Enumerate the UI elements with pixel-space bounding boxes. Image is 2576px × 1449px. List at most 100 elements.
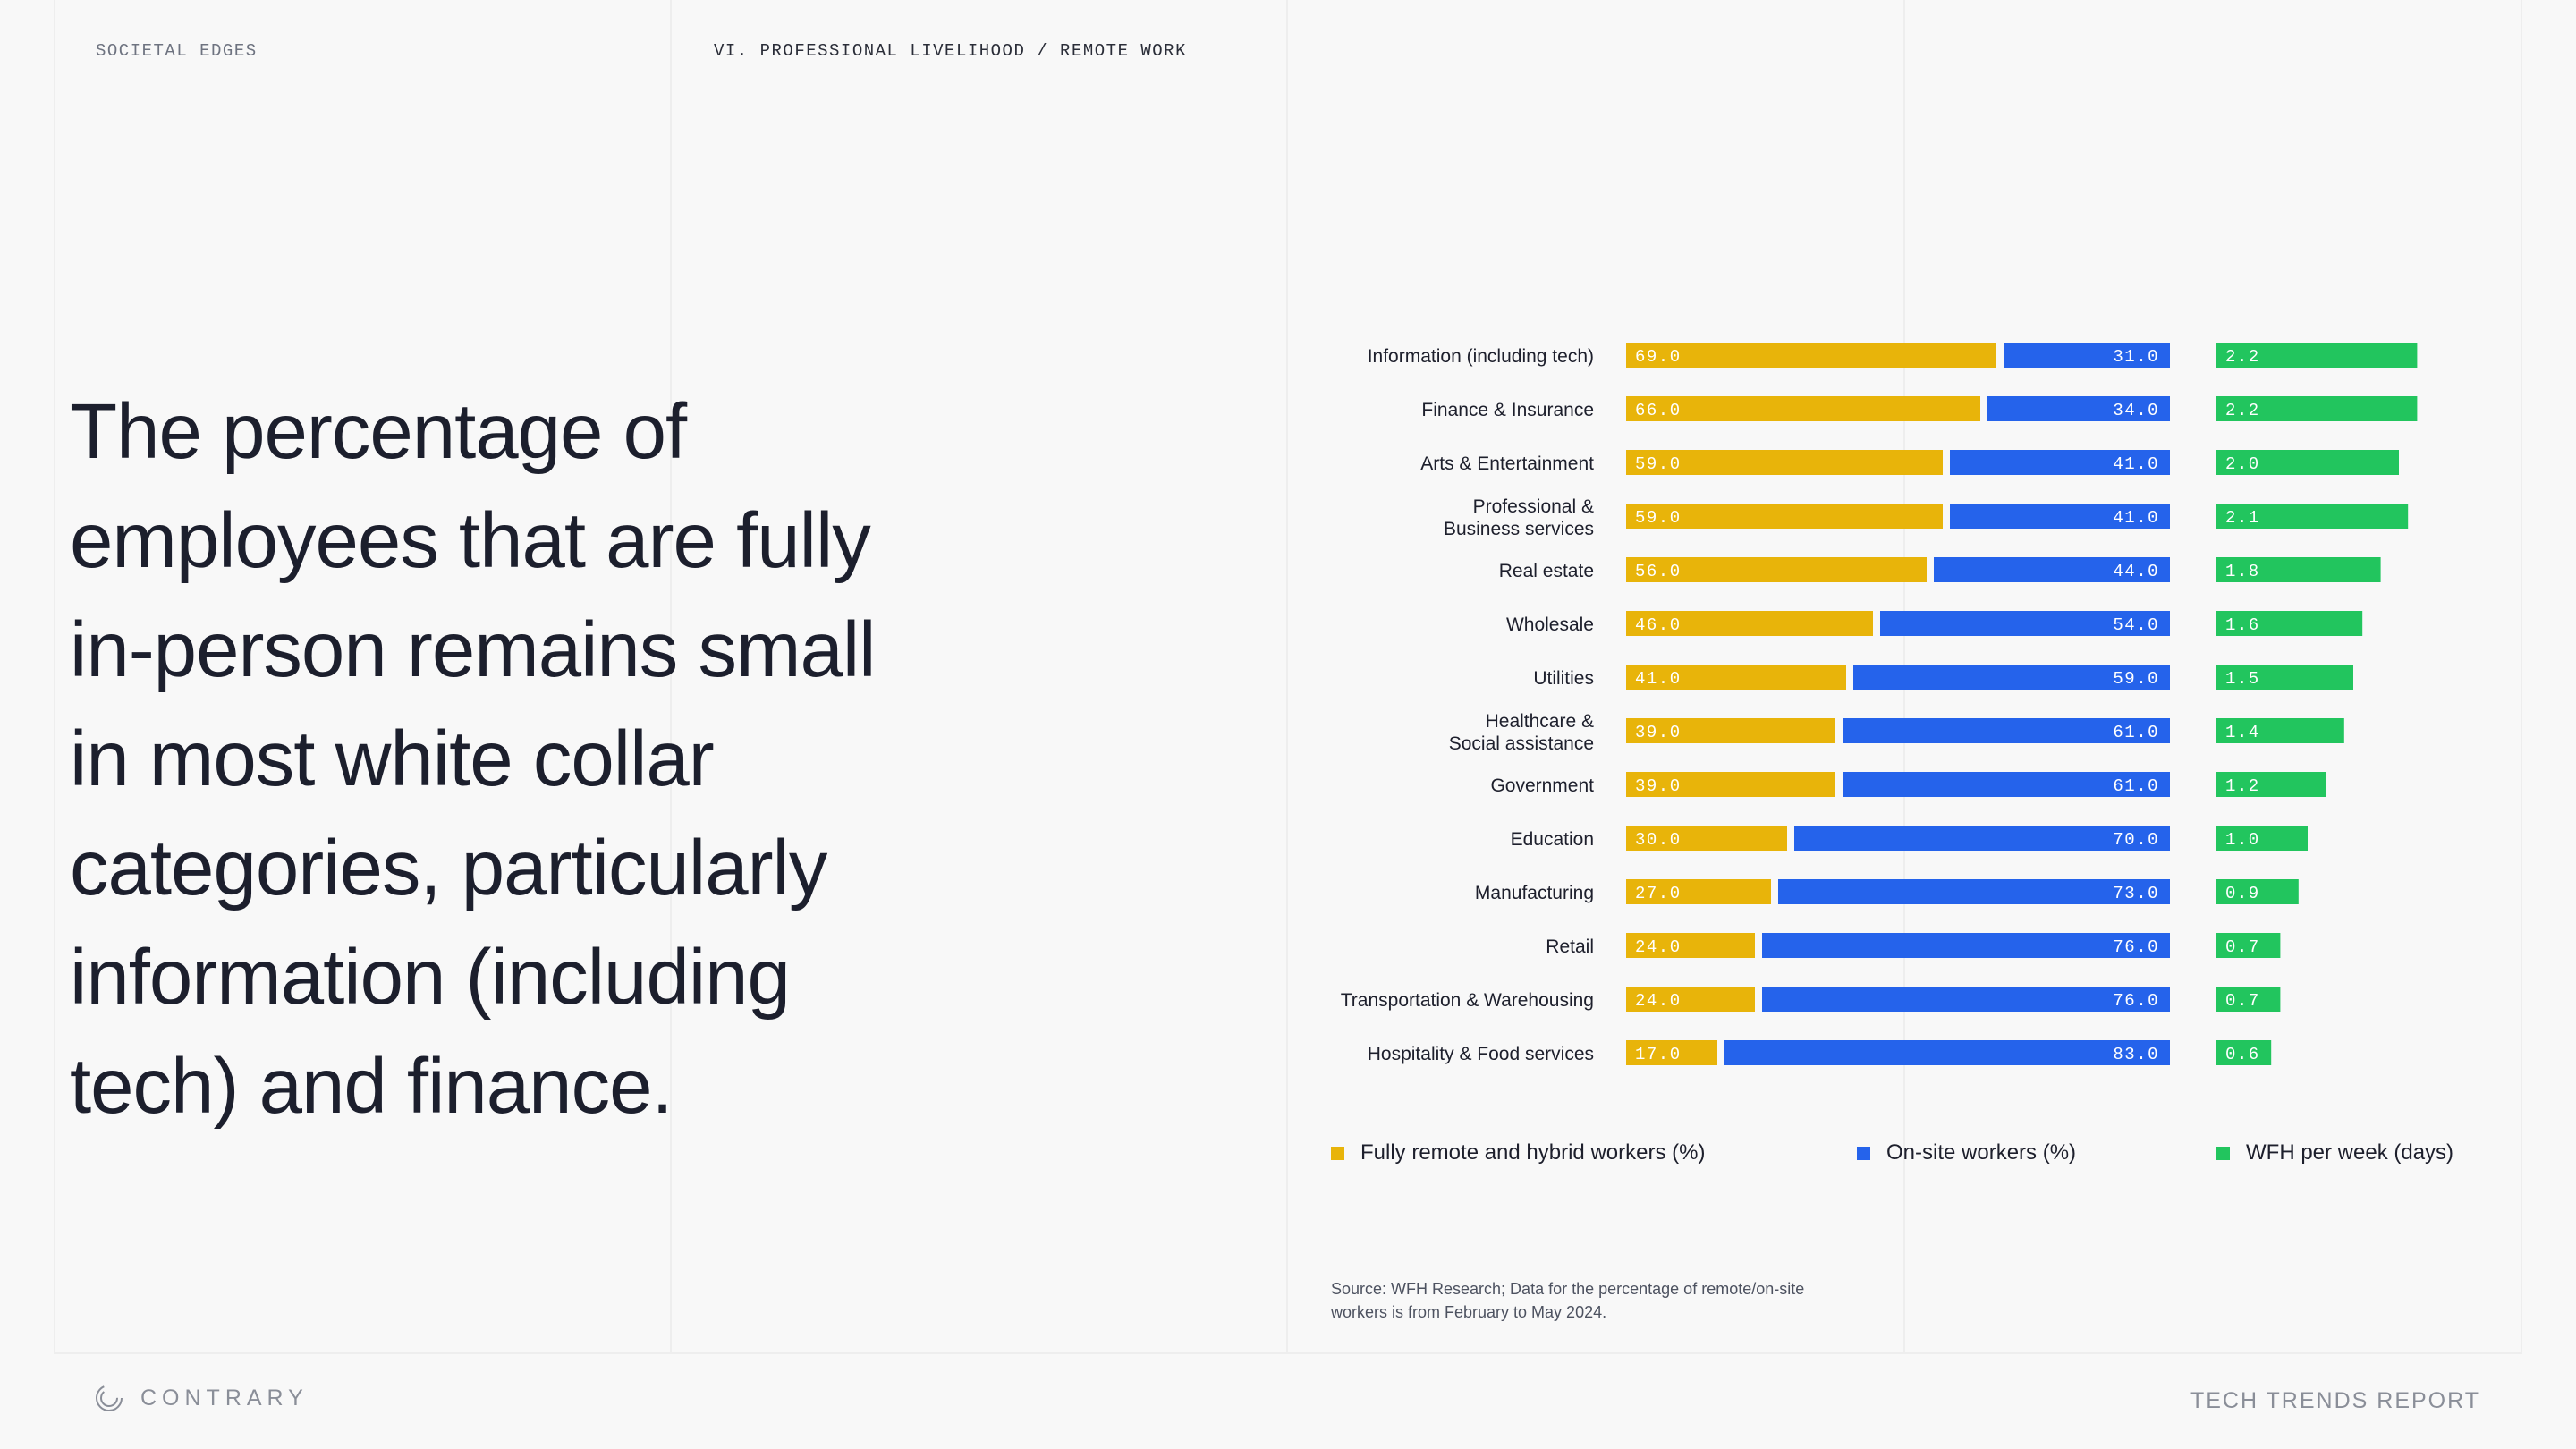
bar-onsite xyxy=(1762,933,2170,958)
data-label-wfh: 2.2 xyxy=(2225,347,2260,367)
data-label-onsite: 59.0 xyxy=(2113,669,2159,689)
data-label-wfh: 2.1 xyxy=(2225,508,2260,528)
bar-onsite xyxy=(1724,1040,2170,1065)
data-label-onsite: 54.0 xyxy=(2113,615,2159,635)
breadcrumb: VI. PROFESSIONAL LIVELIHOOD / REMOTE WOR… xyxy=(714,41,1187,61)
brand-name: CONTRARY xyxy=(140,1385,309,1411)
data-label-onsite: 41.0 xyxy=(2113,508,2159,528)
legend-label-remote: Fully remote and hybrid workers (%) xyxy=(1360,1140,1706,1165)
category-label: Information (including tech) xyxy=(1368,346,1594,367)
legend-swatch-onsite xyxy=(1857,1146,1870,1160)
bar-remote xyxy=(1626,718,1835,743)
legend-swatch-remote xyxy=(1331,1146,1344,1160)
bar-onsite xyxy=(1794,826,2170,851)
contrary-logo-icon xyxy=(96,1385,123,1411)
data-label-onsite: 76.0 xyxy=(2113,991,2159,1011)
bar-remote xyxy=(1626,611,1873,636)
data-label-wfh: 0.7 xyxy=(2225,991,2260,1011)
bar-onsite xyxy=(1880,611,2170,636)
bar-onsite xyxy=(1843,718,2170,743)
bar-wfh xyxy=(2216,450,2399,475)
data-label-onsite: 73.0 xyxy=(2113,884,2159,903)
data-label-wfh: 1.2 xyxy=(2225,776,2260,796)
bar-remote xyxy=(1626,772,1835,797)
data-label-remote: 39.0 xyxy=(1635,723,1682,742)
bar-wfh xyxy=(2216,987,2281,1012)
page-title: The percentage of employees that are ful… xyxy=(70,388,876,1130)
legend-remote: Fully remote and hybrid workers (%) xyxy=(1331,1140,1705,1165)
data-label-wfh: 1.0 xyxy=(2225,830,2260,850)
data-label-onsite: 31.0 xyxy=(2113,347,2159,367)
data-label-onsite: 70.0 xyxy=(2113,830,2159,850)
bar-remote xyxy=(1626,987,1755,1012)
data-label-onsite: 83.0 xyxy=(2113,1045,2159,1064)
category-label: Transportation & Warehousing xyxy=(1341,990,1594,1011)
bar-remote xyxy=(1626,504,1943,529)
bar-wfh xyxy=(2216,343,2418,368)
data-label-remote: 59.0 xyxy=(1635,508,1682,528)
bar-wfh xyxy=(2216,396,2418,421)
data-label-wfh: 0.6 xyxy=(2225,1045,2260,1064)
bar-remote xyxy=(1626,343,1996,368)
data-label-onsite: 76.0 xyxy=(2113,937,2159,957)
bar-remote xyxy=(1626,450,1943,475)
legend-swatch-wfh xyxy=(2216,1146,2230,1160)
bar-onsite xyxy=(1778,879,2170,904)
bar-remote xyxy=(1626,1040,1717,1065)
category-label: Retail xyxy=(1546,936,1594,957)
data-label-wfh: 1.6 xyxy=(2225,615,2260,635)
bar-wfh xyxy=(2216,665,2353,690)
grid-line xyxy=(54,0,55,1353)
data-label-wfh: 0.9 xyxy=(2225,884,2260,903)
bar-onsite xyxy=(1934,557,2170,582)
category-label: Arts & Entertainment xyxy=(1420,453,1594,474)
bar-remote xyxy=(1626,879,1771,904)
bar-onsite xyxy=(1853,665,2170,690)
bar-wfh xyxy=(2216,611,2363,636)
data-label-onsite: 44.0 xyxy=(2113,562,2159,581)
data-label-wfh: 2.2 xyxy=(2225,401,2260,420)
data-label-remote: 27.0 xyxy=(1635,884,1682,903)
bar-wfh xyxy=(2216,826,2308,851)
data-label-onsite: 41.0 xyxy=(2113,454,2159,474)
category-label: Hospitality & Food services xyxy=(1368,1044,1594,1064)
footer-divider xyxy=(54,1352,2522,1354)
category-label: Government xyxy=(1490,775,1594,796)
data-label-remote: 69.0 xyxy=(1635,347,1682,367)
data-label-remote: 46.0 xyxy=(1635,615,1682,635)
bar-onsite xyxy=(1843,772,2170,797)
bar-remote xyxy=(1626,557,1927,582)
bar-wfh xyxy=(2216,1040,2272,1065)
legend-label-wfh: WFH per week (days) xyxy=(2246,1140,2454,1165)
category-label: Manufacturing xyxy=(1475,883,1594,903)
category-label: Education xyxy=(1511,829,1594,850)
data-label-remote: 24.0 xyxy=(1635,937,1682,957)
category-label: Real estate xyxy=(1499,561,1594,581)
data-label-onsite: 61.0 xyxy=(2113,723,2159,742)
brand-logo[interactable]: CONTRARY xyxy=(94,1383,309,1413)
source-note: Source: WFH Research; Data for the perce… xyxy=(1331,1280,1805,1321)
data-label-remote: 66.0 xyxy=(1635,401,1682,420)
data-label-remote: 56.0 xyxy=(1635,562,1682,581)
legend-wfh: WFH per week (days) xyxy=(2216,1140,2453,1165)
data-label-remote: 30.0 xyxy=(1635,830,1682,850)
bar-wfh xyxy=(2216,772,2326,797)
bar-onsite xyxy=(1987,396,2170,421)
bar-remote xyxy=(1626,826,1787,851)
data-label-remote: 39.0 xyxy=(1635,776,1682,796)
bar-wfh xyxy=(2216,718,2344,743)
data-label-wfh: 1.4 xyxy=(2225,723,2260,742)
bar-remote xyxy=(1626,933,1755,958)
category-label: Professional & Business services xyxy=(1444,496,1594,539)
data-label-onsite: 61.0 xyxy=(2113,776,2159,796)
bar-wfh xyxy=(2216,933,2281,958)
bar-onsite xyxy=(1950,450,2170,475)
bar-wfh xyxy=(2216,504,2409,529)
bar-remote xyxy=(1626,396,1980,421)
category-label: Finance & Insurance xyxy=(1421,400,1594,420)
grid-line xyxy=(1286,0,1288,1353)
bar-onsite xyxy=(1950,504,2170,529)
category-label: Wholesale xyxy=(1506,614,1594,635)
category-label: Healthcare & Social assistance xyxy=(1449,711,1594,754)
